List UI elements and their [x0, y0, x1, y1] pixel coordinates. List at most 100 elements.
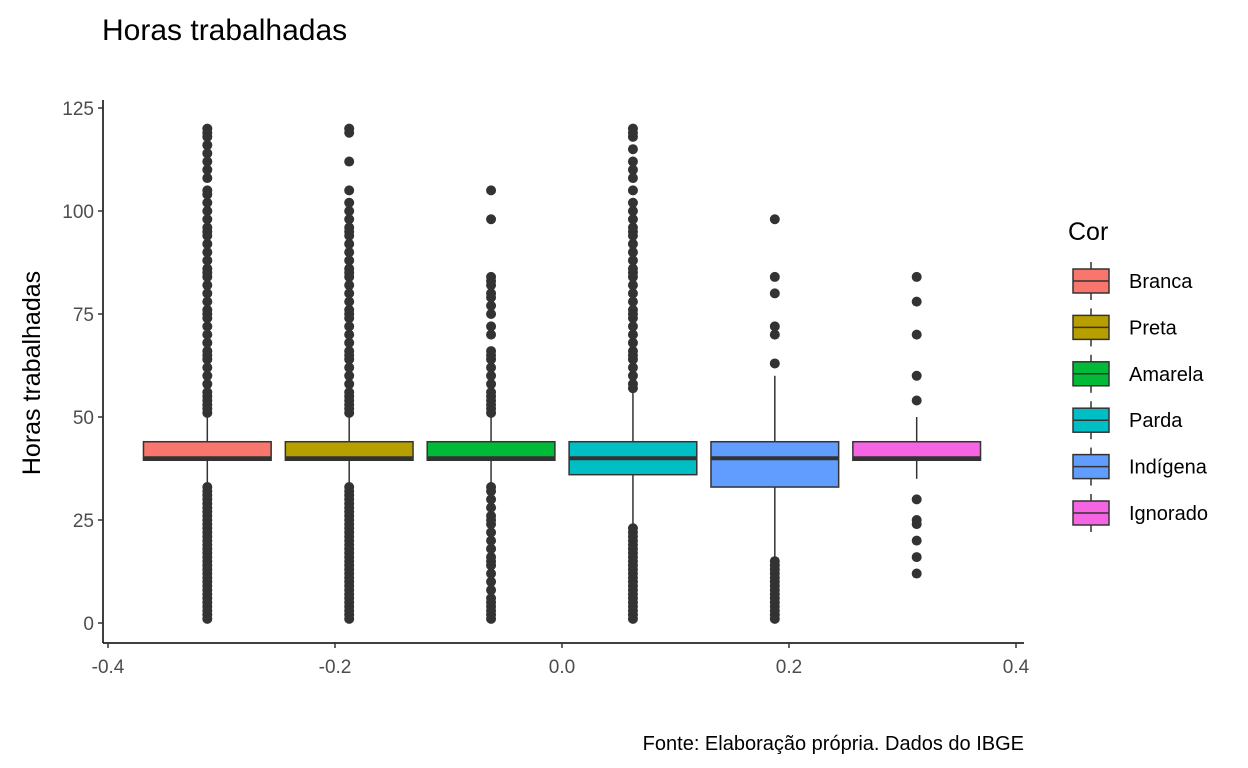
outlier-point: [344, 362, 355, 373]
outlier-point: [486, 271, 497, 282]
y-tick-label: 25: [73, 511, 94, 532]
box-parda: [568, 123, 698, 624]
outlier-point: [202, 197, 213, 208]
y-tick-label: 0: [83, 614, 94, 635]
outlier-point: [769, 358, 780, 369]
outlier-point: [202, 173, 213, 184]
outlier-point: [202, 387, 213, 398]
outlier-point: [486, 321, 497, 332]
outlier-point: [202, 280, 213, 291]
y-tick-label: 75: [73, 305, 94, 326]
legend-label: Branca: [1129, 271, 1193, 293]
outlier-point: [486, 387, 497, 398]
outlier-point: [486, 362, 497, 373]
outlier-point: [486, 309, 497, 319]
outlier-point: [344, 222, 355, 233]
box-iqr: [142, 440, 272, 462]
outlier-point: [627, 197, 638, 208]
box-iqr: [852, 440, 982, 462]
outlier-point: [344, 304, 355, 315]
outlier-point: [627, 206, 638, 216]
chart-title: Horas trabalhadas: [102, 14, 347, 47]
outlier-point: [202, 370, 213, 381]
outlier-point: [202, 222, 213, 233]
outlier-point: [202, 321, 213, 332]
outlier-point: [344, 296, 355, 307]
outlier-point: [344, 238, 355, 249]
outlier-point: [202, 304, 213, 315]
outlier-point: [627, 288, 638, 299]
outlier-point: [627, 238, 638, 249]
outlier-point: [911, 515, 922, 525]
outlier-point: [344, 214, 355, 225]
legend-title: Cor: [1068, 218, 1108, 246]
outlier-point: [486, 576, 497, 587]
legend-label: Preta: [1129, 317, 1178, 339]
outlier-point: [202, 148, 213, 159]
outlier-point: [911, 395, 922, 406]
outlier-point: [627, 185, 638, 196]
legend-label: Indígena: [1129, 457, 1208, 479]
outlier-point: [486, 527, 497, 538]
y-tick-label: 125: [62, 99, 94, 120]
outlier-point: [344, 280, 355, 291]
outlier-point: [911, 329, 922, 340]
legend-label: Amarela: [1129, 364, 1204, 386]
outlier-point: [202, 362, 213, 373]
outlier-point: [769, 214, 780, 225]
x-tick-label: 0.4: [1003, 657, 1030, 678]
outlier-point: [627, 173, 638, 184]
outlier-point: [486, 329, 497, 340]
outlier-point: [911, 535, 922, 546]
outlier-point: [486, 552, 497, 563]
outlier-point: [202, 288, 213, 299]
outlier-point: [344, 346, 355, 357]
outlier-point: [344, 482, 355, 493]
y-tick-label: 50: [73, 408, 94, 429]
outlier-point: [486, 593, 497, 604]
outlier-point: [911, 552, 922, 563]
outlier-point: [627, 222, 638, 233]
outlier-point: [202, 263, 213, 274]
box-branca: [142, 123, 272, 624]
outlier-point: [627, 346, 638, 357]
outlier-point: [344, 370, 355, 381]
outlier-point: [344, 337, 355, 348]
outlier-point: [344, 156, 355, 167]
legend-item-amarela: Amarela: [1072, 354, 1204, 393]
outlier-point: [202, 156, 213, 167]
box-ignorado: [852, 271, 982, 579]
outlier-point: [344, 185, 355, 196]
outlier-point: [627, 523, 638, 534]
outlier-point: [627, 296, 638, 307]
outlier-point: [911, 271, 922, 282]
outlier-point: [202, 296, 213, 307]
outlier-point: [202, 346, 213, 357]
legend-item-ignorado: Ignorado: [1072, 494, 1208, 532]
x-tick-label: -0.2: [319, 657, 352, 678]
outlier-point: [202, 238, 213, 249]
outlier-point: [202, 123, 213, 134]
outlier-point: [344, 321, 355, 332]
outlier-point: [769, 329, 780, 340]
outlier-point: [486, 502, 497, 513]
outlier-point: [202, 140, 213, 151]
outlier-point: [627, 247, 638, 258]
legend-item-parda: Parda: [1072, 401, 1183, 440]
outlier-point: [627, 214, 638, 225]
legend-item-branca: Branca: [1072, 262, 1193, 300]
outlier-point: [486, 535, 497, 546]
x-tick-label: 0.2: [776, 657, 802, 678]
outlier-point: [486, 288, 497, 299]
outlier-point: [627, 379, 638, 390]
outlier-point: [486, 543, 497, 554]
outlier-point: [911, 494, 922, 505]
outlier-point: [202, 379, 213, 390]
outlier-point: [627, 304, 638, 315]
outlier-point: [344, 123, 355, 134]
outlier-point: [627, 370, 638, 381]
outlier-point: [627, 321, 638, 332]
outlier-point: [202, 255, 213, 266]
outlier-point: [486, 379, 497, 390]
